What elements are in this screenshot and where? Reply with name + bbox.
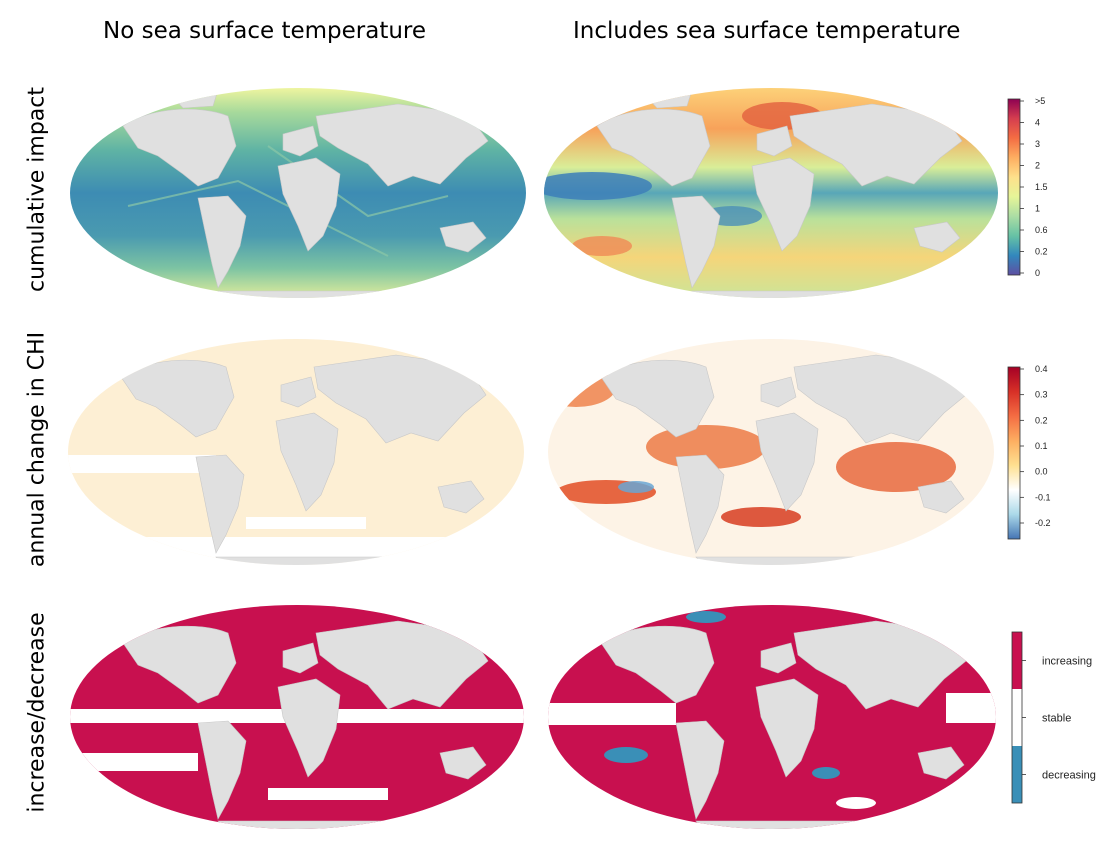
map-impact-no-sst (70, 88, 526, 298)
legend-label: decreasing (1042, 770, 1096, 782)
legend-label: 3 (1035, 139, 1040, 149)
legend-impact: >5 4 3 2 1.5 1 0.6 0.2 0 (1007, 96, 1048, 278)
legend-label: 0 (1035, 268, 1040, 278)
row-label-cumulative-impact: cumulative impact (24, 87, 50, 293)
column-title-left: No sea surface temperature (103, 18, 427, 44)
map-annual-no-sst (68, 339, 524, 565)
legend-label: 0.4 (1035, 364, 1048, 374)
legend-label: 0.6 (1035, 225, 1048, 235)
legend-label: increasing (1042, 656, 1092, 668)
map-annual-with-sst (548, 339, 994, 565)
row-label-annual-change: annual change in CHI (24, 331, 50, 568)
legend-trend: increasing stable decreasing (1011, 631, 1096, 804)
legend-label: 0.0 (1035, 467, 1048, 477)
legend-annual: 0.4 0.3 0.2 0.1 0.0 -0.1 -0.2 (1007, 364, 1051, 540)
legend-label: -0.1 (1035, 492, 1051, 502)
legend-label: 0.2 (1035, 247, 1048, 257)
legend-swatch-increasing (1012, 632, 1022, 689)
legend-label: 2 (1035, 161, 1040, 171)
legend-label: 0.2 (1035, 415, 1048, 425)
column-title-right: Includes sea surface temperature (573, 18, 961, 44)
legend-label: 4 (1035, 118, 1040, 128)
legend-label: 1.5 (1035, 182, 1048, 192)
legend-label: 0.3 (1035, 390, 1048, 400)
legend-swatch-stable (1012, 689, 1022, 746)
legend-swatch-decreasing (1012, 746, 1022, 803)
row-label-increase-decrease: increase/decrease (24, 612, 50, 813)
map-trend-with-sst (548, 605, 996, 829)
legend-label: 1 (1035, 204, 1040, 214)
map-impact-with-sst (544, 88, 998, 298)
map-trend-no-sst (70, 605, 524, 829)
legend-label: 0.1 (1035, 441, 1048, 451)
legend-label: -0.2 (1035, 518, 1051, 528)
legend-frame (1011, 631, 1023, 804)
legend-label: stable (1042, 713, 1071, 725)
legend-label: >5 (1035, 96, 1045, 106)
